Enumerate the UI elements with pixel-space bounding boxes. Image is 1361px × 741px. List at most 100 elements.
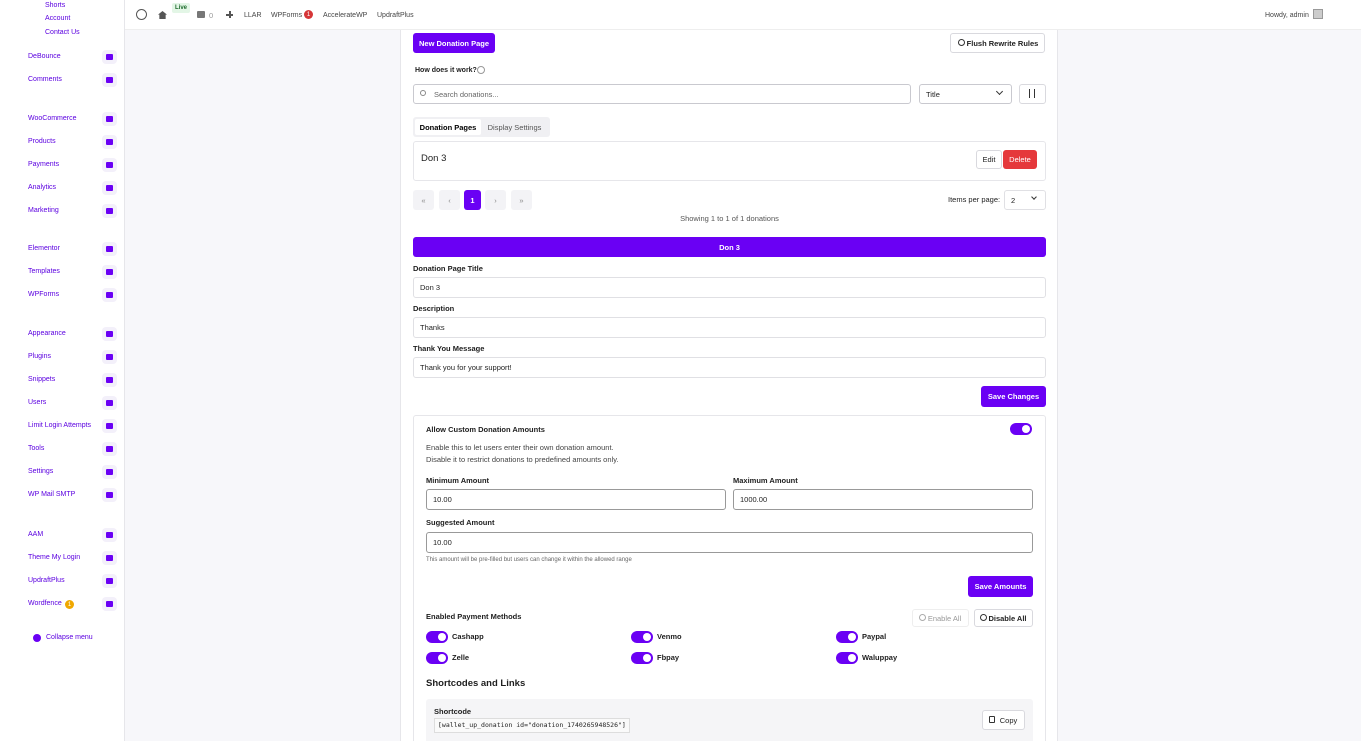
- tab[interactable]: Display Settings: [487, 122, 542, 132]
- comment-count[interactable]: 0: [209, 11, 214, 20]
- page-nav-button[interactable]: »: [511, 190, 532, 210]
- admin-bar-item[interactable]: WPForms: [271, 12, 303, 19]
- method-toggle[interactable]: [631, 652, 653, 664]
- delete-button[interactable]: Delete: [1003, 150, 1037, 169]
- method-toggle[interactable]: [426, 652, 448, 664]
- admin-bar-item[interactable]: UpdraftPlus: [377, 12, 414, 19]
- menu-glyph: [106, 162, 113, 168]
- page-nav-button[interactable]: «: [413, 190, 434, 210]
- save-amounts-button[interactable]: Save Amounts: [968, 576, 1033, 597]
- items-per-page-select[interactable]: 2: [1004, 190, 1046, 210]
- method-toggle[interactable]: [836, 652, 858, 664]
- wpforms-badge: 1: [304, 10, 313, 19]
- page-nav-button[interactable]: ‹: [439, 190, 460, 210]
- comment-icon[interactable]: [197, 11, 205, 18]
- toggle[interactable]: [1010, 423, 1032, 435]
- flush-button[interactable]: Flush Rewrite Rules: [950, 33, 1045, 53]
- menu-link[interactable]: Analytics: [28, 184, 57, 191]
- menu-link[interactable]: Settings: [28, 468, 54, 475]
- method-toggle[interactable]: [426, 631, 448, 643]
- menu-link[interactable]: Plugins: [28, 353, 51, 360]
- tab-active[interactable]: Donation Pages: [415, 119, 481, 135]
- help-text: This amount will be pre-filled but users…: [426, 557, 632, 563]
- menu-link[interactable]: Payments: [28, 161, 60, 168]
- menu-link[interactable]: AAM: [28, 531, 44, 538]
- menu-link[interactable]: Wordfence: [28, 600, 62, 607]
- menu-link[interactable]: WooCommerce: [28, 115, 77, 122]
- howdy[interactable]: Howdy, admin: [1265, 12, 1309, 19]
- menu-link[interactable]: Templates: [28, 268, 60, 275]
- new-icon[interactable]: [226, 11, 233, 18]
- disable-all-button[interactable]: Disable All: [974, 609, 1033, 627]
- admin-bar-item[interactable]: AccelerateWP: [323, 12, 368, 19]
- search-icon: [420, 90, 426, 96]
- page-nav-button[interactable]: ›: [485, 190, 506, 210]
- admin-bar-item[interactable]: LLAR: [244, 12, 262, 19]
- menu-link[interactable]: Products: [28, 138, 56, 145]
- refresh-icon: [958, 39, 965, 46]
- minus-icon: [980, 614, 987, 621]
- avatar[interactable]: [1313, 9, 1323, 19]
- donation-title[interactable]: Don 3: [421, 153, 447, 164]
- submenu-link[interactable]: Account: [45, 15, 71, 22]
- menu-link[interactable]: WPForms: [28, 291, 60, 298]
- menu-link[interactable]: Tools: [28, 445, 45, 452]
- shortcode-code: [wallet_up_donation id="donation_1740265…: [434, 718, 630, 733]
- editor-header: Don 3: [413, 237, 1046, 257]
- sort-direction-button[interactable]: [1019, 84, 1046, 104]
- page-current[interactable]: 1: [464, 190, 481, 210]
- menu-link[interactable]: UpdraftPlus: [28, 577, 65, 584]
- method-label: Venmo: [657, 632, 682, 641]
- enable-all-button[interactable]: Enable All: [912, 609, 969, 627]
- menu-glyph: [106, 601, 113, 607]
- menu-glyph: [106, 446, 113, 452]
- sort-select[interactable]: Title: [919, 84, 1012, 104]
- collapse-icon[interactable]: [33, 634, 41, 642]
- method-toggle[interactable]: [836, 631, 858, 643]
- method-label: Waluppay: [862, 653, 898, 662]
- search-box[interactable]: Search donations...: [413, 84, 911, 104]
- menu-link[interactable]: Limit Login Attempts: [28, 422, 92, 429]
- submenu-link[interactable]: Shorts: [45, 2, 66, 9]
- menu-link[interactable]: Comments: [28, 76, 62, 83]
- min-input[interactable]: 10.00: [426, 489, 726, 510]
- menu-link[interactable]: Users: [28, 399, 47, 406]
- submenu-link[interactable]: Contact Us: [45, 29, 80, 36]
- field-label: Minimum Amount: [426, 476, 490, 485]
- menu-link[interactable]: Marketing: [28, 207, 59, 214]
- method-toggle[interactable]: [631, 631, 653, 643]
- menu-glyph: [106, 400, 113, 406]
- suggested-input[interactable]: 10.00: [426, 532, 1033, 553]
- max-input[interactable]: 1000.00: [733, 489, 1033, 510]
- menu-link[interactable]: Appearance: [28, 330, 66, 337]
- wp-logo[interactable]: [136, 9, 147, 20]
- field-label: Thank You Message: [413, 344, 485, 353]
- field-input[interactable]: Thanks: [413, 317, 1046, 338]
- field-label: Maximum Amount: [733, 476, 798, 485]
- edit-button[interactable]: Edit: [976, 150, 1002, 169]
- method-label: Paypal: [862, 632, 887, 641]
- field-label: Donation Page Title: [413, 264, 483, 273]
- menu-link[interactable]: Snippets: [28, 376, 56, 383]
- home-icon[interactable]: [158, 11, 167, 19]
- field-input[interactable]: Don 3: [413, 277, 1046, 298]
- menu-glyph: [106, 555, 113, 561]
- menu-link[interactable]: Theme My Login: [28, 554, 81, 561]
- field-input[interactable]: Thank you for your support!: [413, 357, 1046, 378]
- how-it-works[interactable]: How does it work?: [415, 67, 477, 74]
- collapse-menu[interactable]: Collapse menu: [46, 634, 93, 641]
- menu-link[interactable]: DeBounce: [28, 53, 61, 60]
- menu-glyph: [106, 354, 113, 360]
- save-changes-button[interactable]: Save Changes: [981, 386, 1046, 407]
- menu-glyph: [106, 139, 113, 145]
- new-donation-button[interactable]: New Donation Page: [413, 33, 495, 53]
- copy-button[interactable]: Copy: [982, 710, 1025, 730]
- menu-link[interactable]: Elementor: [28, 245, 60, 252]
- menu-link[interactable]: WP Mail SMTP: [28, 491, 76, 498]
- copy-icon: [989, 716, 995, 723]
- method-label: Zelle: [452, 653, 470, 662]
- wordfence-badge: 1: [65, 600, 74, 609]
- field-label: Suggested Amount: [426, 518, 495, 527]
- menu-glyph: [106, 423, 113, 429]
